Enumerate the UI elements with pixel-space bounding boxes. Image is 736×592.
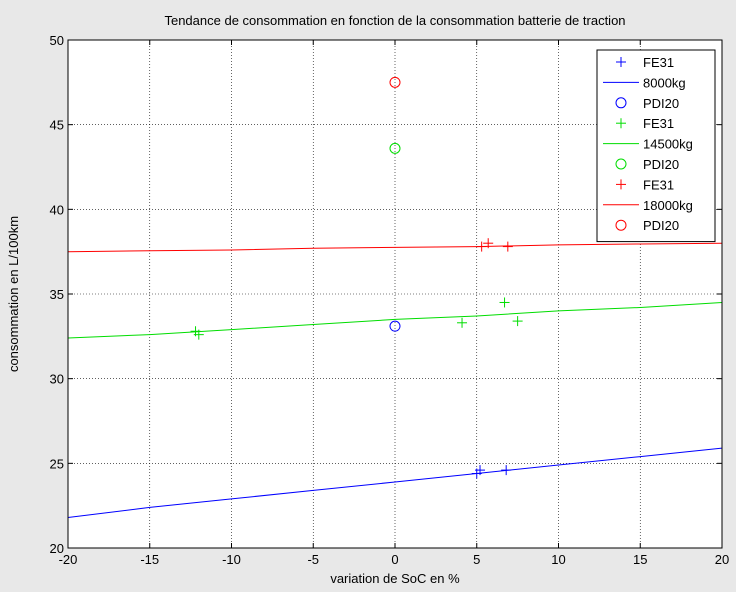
- legend-swatch-circle: [615, 97, 627, 109]
- series-line: [67, 302, 723, 339]
- y-axis-label: consommation en L/100km: [6, 216, 21, 372]
- data-point-plus: [502, 241, 513, 252]
- x-tick-label: 20: [715, 552, 729, 567]
- data-point-plus: [512, 316, 523, 327]
- x-tick-label: 5: [473, 552, 480, 567]
- y-tick-label: 20: [50, 541, 64, 556]
- legend-entry-label: FE31: [643, 116, 674, 131]
- data-point-plus: [499, 297, 510, 308]
- x-tick-label: -5: [307, 552, 319, 567]
- y-tick-label: 25: [50, 456, 64, 471]
- x-tick-label: 10: [551, 552, 565, 567]
- data-point-circle: [389, 142, 401, 154]
- y-tick-label: 35: [50, 287, 64, 302]
- y-tick-label: 45: [50, 118, 64, 133]
- legend-entry-label: PDI20: [643, 96, 679, 111]
- y-tick-label: 30: [50, 372, 64, 387]
- y-tick-label: 50: [50, 33, 64, 48]
- legend-swatch-plus: [616, 57, 626, 67]
- legend-entry-label: 14500kg: [643, 137, 693, 152]
- legend-entry-label: FE31: [643, 55, 674, 70]
- data-point-plus: [457, 317, 468, 328]
- data-point-circle: [389, 76, 401, 88]
- x-tick-label: 15: [633, 552, 647, 567]
- legend-swatch-circle: [615, 158, 627, 170]
- legend-entry-label: 18000kg: [643, 198, 693, 213]
- x-tick-label: 0: [391, 552, 398, 567]
- legend-entry-label: PDI20: [643, 218, 679, 233]
- legend-swatch-plus: [616, 179, 626, 190]
- x-tick-label: -20: [59, 552, 78, 567]
- legend-entry-label: PDI20: [643, 157, 679, 172]
- ticks: -20 -15 -10 -5 0 5 10 15 20 20 25 30 35 40 45 50: [50, 33, 730, 567]
- series-layer: [67, 76, 723, 518]
- legend-swatch-plus: [616, 118, 626, 129]
- legend-entry-label: FE31: [643, 177, 674, 192]
- x-axis-label: variation de SoC en %: [330, 571, 460, 586]
- series-line: [67, 447, 723, 518]
- legend-entry-label: 8000kg: [643, 75, 686, 90]
- series-line: [67, 242, 723, 253]
- x-tick-label: -10: [222, 552, 241, 567]
- x-tick-label: -15: [140, 552, 159, 567]
- y-tick-label: 40: [50, 202, 64, 217]
- data-point-circle: [389, 320, 401, 332]
- chart-title: Tendance de consommation en fonction de …: [164, 13, 625, 28]
- legend-swatch-circle: [615, 219, 627, 231]
- legend: FE31 8000kg PDI20 FE31 14500kg PDI20 FE31 18000…: [596, 49, 716, 243]
